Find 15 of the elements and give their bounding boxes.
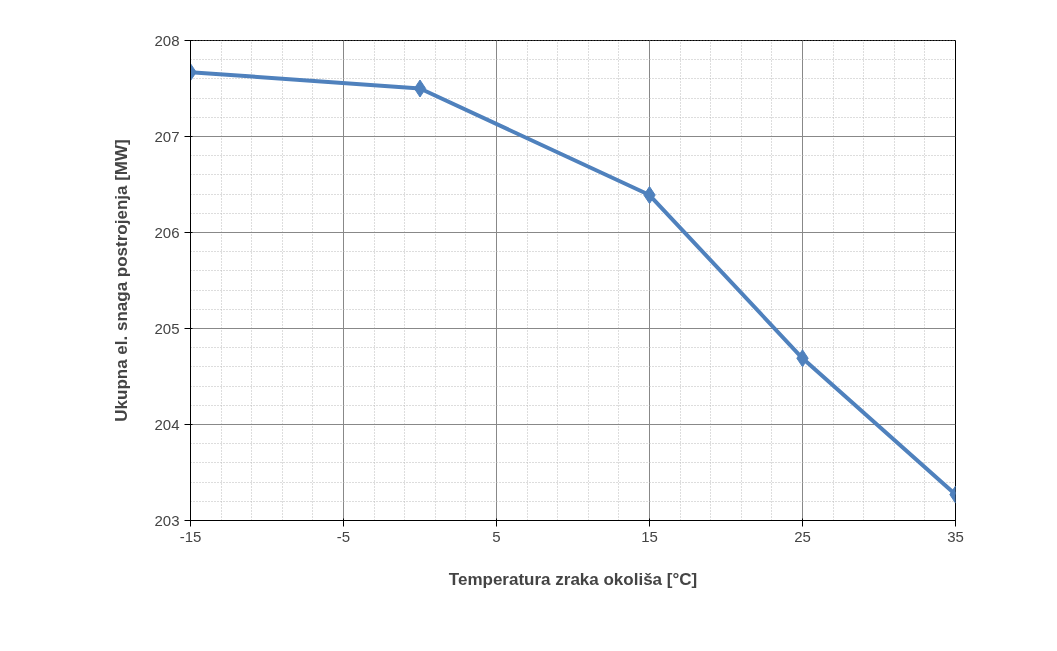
x-tick-label: -5 [336,527,351,545]
x-axis-title: Temperatura zraka okoliša [°C] [448,569,698,589]
x-tick-label: -15 [179,527,202,545]
y-tick-label: 206 [154,223,180,241]
x-tick-label: 35 [947,527,964,545]
x-tick-label: 25 [794,527,811,545]
y-tick-label: 204 [154,415,180,433]
y-tick-label: 207 [154,127,180,145]
y-tick-label: 205 [154,319,180,337]
x-tick-label: 5 [492,527,501,545]
x-tick-label: 15 [641,527,658,545]
y-axis-title: Ukupna el. snaga postrojenja [MW] [112,139,132,422]
point [413,79,427,98]
y-tick-label: 203 [154,511,180,529]
y-tick-label: 208 [154,31,180,49]
